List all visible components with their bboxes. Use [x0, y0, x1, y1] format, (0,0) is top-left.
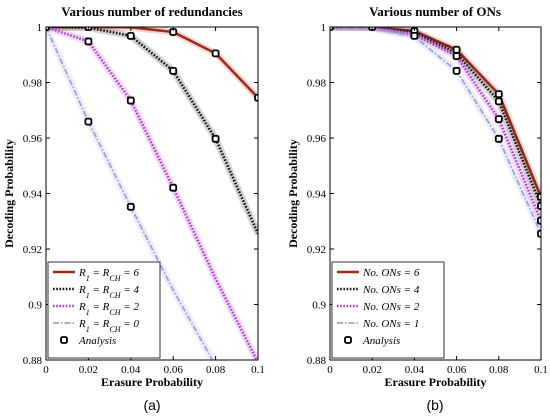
panel-caption: (a) [143, 397, 160, 413]
analysis-marker [452, 45, 461, 54]
legend-label-1: R1 = RCH = 6 [78, 267, 139, 283]
legend-label-analysis: Analysis [362, 335, 400, 347]
series-glow-2 [46, 27, 258, 236]
chart-title: Various number of redundancies [61, 4, 242, 19]
x-tick-label: 0 [327, 364, 333, 376]
x-axis-label: Erasure Probability [385, 375, 487, 389]
y-tick-label: 0.98 [23, 78, 43, 90]
y-tick-label: 0.92 [23, 244, 42, 256]
legend-label-analysis: Analysis [78, 335, 116, 347]
y-axis-label: Decoding Probability [2, 139, 16, 248]
legend-marker-analysis [344, 336, 352, 344]
analysis-marker [537, 192, 541, 201]
legend-label-2: R1 = RCH = 4 [78, 284, 139, 300]
x-tick-label: 0.06 [447, 364, 467, 376]
x-tick-label: 0.04 [405, 364, 425, 376]
legend-label-4: R1 = RCH = 0 [78, 318, 139, 334]
x-tick-label: 0.06 [164, 364, 184, 376]
analysis-marker [84, 37, 93, 46]
series-line-4 [330, 27, 541, 235]
chart-panel-b: Various number of ONs 0 0.02 0.04 0.06 0.08 0.… [286, 4, 548, 413]
analysis-marker [537, 229, 541, 238]
analysis-marker [537, 202, 541, 210]
analysis-marker [211, 134, 220, 143]
analysis-marker [126, 96, 135, 105]
analysis-marker [494, 134, 503, 143]
legend-marker-analysis [60, 336, 68, 344]
y-tick-label: 0.9 [312, 300, 326, 312]
x-tick-label: 0 [43, 364, 49, 376]
analysis-marker [494, 97, 503, 106]
analysis-marker [84, 117, 93, 126]
analysis-marker [211, 49, 220, 58]
series-line-4 [46, 27, 214, 360]
panel-caption: (b) [426, 397, 443, 413]
x-tick-label: 0.04 [121, 364, 141, 376]
y-axis-label: Decoding Probability [286, 139, 300, 248]
y-tick-label: 1 [321, 22, 327, 34]
analysis-marker [126, 202, 135, 211]
y-tick-label: 0.96 [307, 133, 327, 145]
y-tick-label: 1 [37, 22, 43, 34]
chart-panel-a: Various number of redundancies 0 0.02 0.04 0… [2, 4, 265, 413]
series-line-2 [330, 27, 541, 207]
x-tick-label: 0.1 [534, 364, 548, 376]
x-tick-label: 0.02 [79, 364, 98, 376]
series-line-1 [330, 27, 541, 198]
legend-label-4: No. ONs = 1 [362, 318, 419, 330]
analysis-marker [169, 66, 178, 75]
analysis-marker [330, 27, 334, 31]
y-tick-label: 0.96 [23, 133, 43, 145]
y-tick-label: 0.98 [307, 78, 327, 90]
x-tick-label: 0.08 [206, 364, 226, 376]
analysis-marker [537, 216, 541, 225]
x-tick-label: 0.1 [251, 364, 265, 376]
y-tick-label: 0.9 [28, 300, 42, 312]
plot-area [330, 27, 541, 238]
plot-area [46, 27, 258, 360]
analysis-marker [494, 90, 503, 99]
y-tick-label: 0.94 [307, 189, 327, 201]
analysis-marker [494, 115, 503, 124]
x-axis-label: Erasure Probability [101, 375, 203, 389]
legend: R1 = RCH = 6R1 = RCH = 4R1 = RCH = 2R1 =… [47, 261, 161, 359]
analysis-marker [254, 93, 258, 102]
legend-label-1: No. ONs = 6 [362, 267, 420, 279]
series-line-1 [46, 27, 258, 99]
series-line-3 [46, 27, 258, 360]
y-tick-label: 0.88 [307, 355, 327, 367]
analysis-marker [126, 31, 135, 40]
y-tick-label: 0.94 [23, 189, 43, 201]
x-tick-label: 0.08 [489, 364, 509, 376]
analysis-marker [410, 31, 419, 40]
analysis-marker [452, 66, 461, 75]
legend-label-3: R1 = RCH = 2 [78, 301, 139, 317]
x-tick-label: 0.02 [363, 364, 382, 376]
legend-label-3: No. ONs = 2 [362, 301, 420, 313]
analysis-marker [46, 27, 50, 31]
y-tick-label: 0.88 [23, 355, 43, 367]
legend-label-2: No. ONs = 4 [362, 284, 420, 296]
analysis-marker [452, 52, 461, 61]
y-tick-label: 0.92 [307, 244, 326, 256]
chart-title: Various number of ONs [369, 4, 501, 19]
series-line-2 [46, 27, 258, 235]
legend: No. ONs = 6 No. ONs = 4 No. ONs = 2 No. ONs… [331, 261, 445, 359]
analysis-marker [169, 183, 178, 192]
